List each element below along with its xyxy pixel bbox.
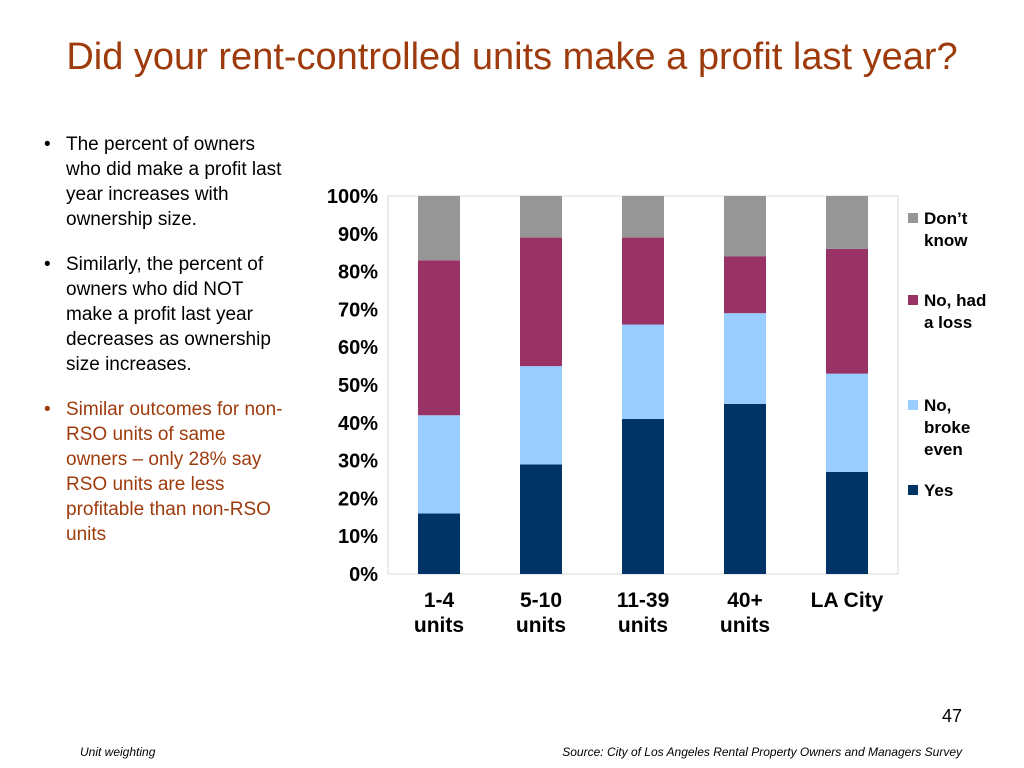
bullet-item-highlight: • Similar outcomes for non-RSO units of … bbox=[44, 397, 284, 547]
bar-segment bbox=[418, 415, 460, 514]
bar-segment bbox=[622, 324, 664, 420]
chart-svg: 0%10%20%30%40%50%60%70%80%90%100%1-4unit… bbox=[327, 186, 987, 637]
footer-weighting-note: Unit weighting bbox=[80, 745, 156, 759]
x-tick-label: 40+ bbox=[727, 589, 763, 612]
y-tick-label: 40% bbox=[338, 413, 378, 435]
bar-segment bbox=[826, 248, 868, 374]
y-tick-label: 90% bbox=[338, 224, 378, 246]
bullet-text: The percent of owners who did make a pro… bbox=[66, 134, 282, 230]
bar-segment bbox=[724, 256, 766, 314]
bar-segment bbox=[418, 513, 460, 574]
slide-title: Did your rent-controlled units make a pr… bbox=[66, 36, 958, 78]
bar-segment bbox=[418, 196, 460, 261]
legend-label: No, had bbox=[924, 291, 986, 310]
legend-swatch bbox=[908, 485, 918, 495]
x-tick-label: units bbox=[414, 614, 464, 637]
legend-label: No, bbox=[924, 396, 951, 415]
bar-segment bbox=[520, 237, 562, 367]
y-tick-label: 50% bbox=[338, 375, 378, 397]
bar-segment bbox=[520, 196, 562, 238]
bar-segment bbox=[622, 419, 664, 574]
legend-label: broke bbox=[924, 418, 970, 437]
legend-label: even bbox=[924, 440, 963, 459]
bar-segment bbox=[724, 196, 766, 257]
bullet-item: • The percent of owners who did make a p… bbox=[44, 132, 284, 232]
x-tick-label: units bbox=[618, 614, 668, 637]
bar-segment bbox=[418, 260, 460, 416]
bar-segment bbox=[622, 237, 664, 325]
bar-segment bbox=[520, 464, 562, 574]
stacked-bar-chart: 0% 10% 20% 30% 40% 50% 60% 70% 80% 90% 100% 1-4 unit… bbox=[300, 180, 1020, 650]
bar-segment bbox=[724, 403, 766, 574]
y-tick-label: 30% bbox=[338, 451, 378, 473]
bullet-glyph: • bbox=[44, 254, 51, 275]
y-tick-label: 100% bbox=[327, 186, 378, 208]
legend-label: Yes bbox=[924, 481, 953, 500]
bar-segment bbox=[826, 471, 868, 574]
legend-swatch bbox=[908, 400, 918, 410]
x-tick-label: 11-39 bbox=[617, 589, 670, 612]
bar-segment bbox=[826, 196, 868, 249]
y-tick-label: 0% bbox=[349, 564, 378, 586]
x-tick-label: 5-10 bbox=[520, 589, 562, 612]
y-tick-label: 70% bbox=[338, 299, 378, 321]
x-tick-label: 1-4 bbox=[424, 589, 455, 612]
x-tick-label: units bbox=[516, 614, 566, 637]
bar-segment bbox=[622, 196, 664, 238]
bullet-text: Similarly, the percent of owners who did… bbox=[66, 254, 271, 375]
legend-swatch bbox=[908, 213, 918, 223]
footer-source: Source: City of Los Angeles Rental Prope… bbox=[562, 745, 962, 759]
page-number: 47 bbox=[941, 706, 962, 726]
y-tick-label: 20% bbox=[338, 488, 378, 510]
legend-swatch bbox=[908, 295, 918, 305]
bar-segment bbox=[724, 313, 766, 404]
bullet-text: Similar outcomes for non-RSO units of sa… bbox=[66, 399, 283, 545]
legend-label: a loss bbox=[924, 313, 972, 332]
x-tick-label: units bbox=[720, 614, 770, 637]
y-tick-label: 10% bbox=[338, 526, 378, 548]
y-tick-label: 60% bbox=[338, 337, 378, 359]
bar-segment bbox=[520, 366, 562, 465]
bullet-list: • The percent of owners who did make a p… bbox=[44, 132, 284, 567]
bar-segment bbox=[826, 373, 868, 472]
legend-label: Don’t bbox=[924, 209, 968, 228]
x-tick-label: LA City bbox=[811, 589, 884, 612]
bullet-item: • Similarly, the percent of owners who d… bbox=[44, 252, 284, 377]
bullet-glyph: • bbox=[44, 399, 51, 420]
y-tick-label: 80% bbox=[338, 262, 378, 284]
legend-label: know bbox=[924, 231, 968, 250]
bullet-glyph: • bbox=[44, 134, 51, 155]
